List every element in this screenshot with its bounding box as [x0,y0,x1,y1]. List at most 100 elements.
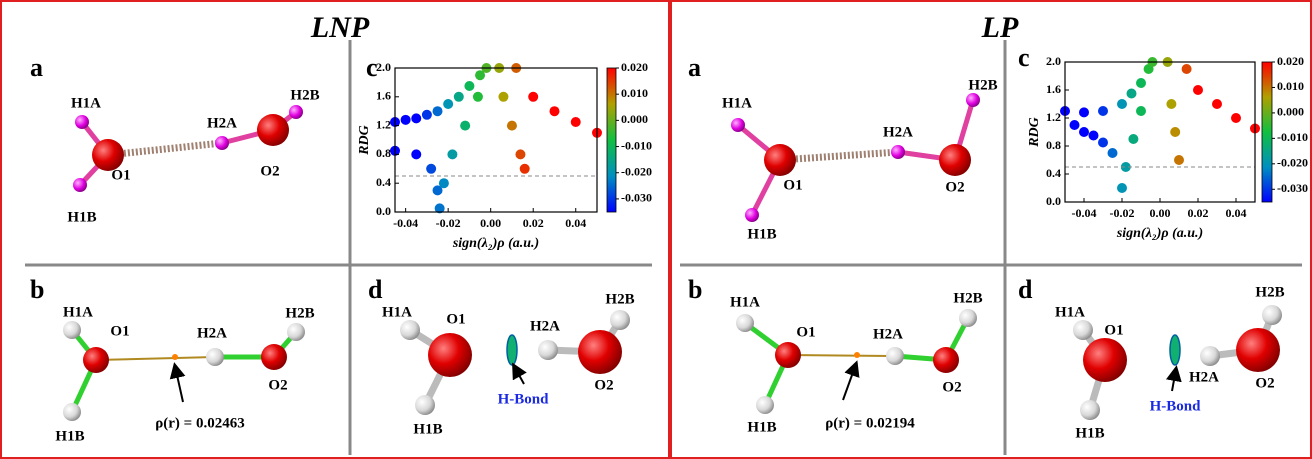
y-tick-label: 1.6 [376,89,391,103]
point [1193,85,1203,95]
colorbar-tick-label: 0.020 [1277,54,1304,68]
point [1136,106,1146,116]
point [1098,106,1108,116]
figure: LNPaH1AO1H1BH2AO2H2BbH1AO1H1BH2AO2H2Bρ(r… [0,0,1312,459]
annotation: H-Bond [1150,398,1202,414]
point [1174,155,1184,165]
atom-label: H2A [530,318,560,334]
oxygen-atom [939,144,971,176]
arrow [843,364,856,400]
x-tick-label: 0.02 [1188,206,1209,220]
point [1136,78,1146,88]
h-bond [780,152,898,160]
atom-label: H1B [413,421,442,437]
atom-label: O1 [111,167,130,183]
oxygen-atom [428,333,472,377]
point [433,106,443,116]
hydrogen-atom [886,347,904,365]
x-tick-label: -0.02 [1110,206,1135,220]
point [549,106,559,116]
point [528,92,538,102]
hydrogen-atom [215,136,229,150]
point [1117,99,1127,109]
hydrogen-atom [1262,305,1282,325]
y-tick-label: 0.4 [376,175,391,189]
atom-label: O2 [594,377,613,393]
atom-label: H2A [883,124,913,140]
y-tick-label: 2.0 [376,60,391,74]
hydrogen-atom [1073,320,1093,340]
panel-letter: d [1018,275,1033,304]
atom-label: H1A [722,95,752,111]
atom-label: O1 [796,324,815,340]
point [515,149,525,159]
y-tick-label: 0.8 [1046,138,1061,152]
x-tick-label: -0.04 [393,216,418,230]
point [1079,127,1089,137]
point [460,121,470,131]
point [507,121,517,131]
x-tick-label: 0.04 [565,216,586,230]
colorbar-tick-label: -0.020 [621,164,652,178]
hydrogen-atom [415,395,435,415]
point [1117,183,1127,193]
atom-label: H1B [55,428,84,444]
colorbar-tick-label: 0.000 [1277,105,1304,119]
panel-letter: a [30,53,43,82]
point [1170,127,1180,137]
atom-label: H2B [968,77,997,93]
point [1108,148,1118,158]
y-tick-label: 1.2 [1046,110,1061,124]
panel-letter: c [1018,43,1030,72]
atom-label: H2B [953,290,982,306]
oxygen-atom [1083,338,1127,382]
oxygen-atom [261,344,287,370]
atom-label: O2 [1255,375,1274,391]
colorbar-tick-label: -0.010 [621,138,652,152]
point [464,81,474,91]
hydrogen-atom [538,340,558,360]
atom-label: H1A [63,304,93,320]
atom-label: H2B [605,291,634,307]
point [411,113,421,123]
oxygen-atom [257,114,289,146]
annotation: ρ(r) = 0.02194 [825,415,915,431]
bond-path [96,357,215,360]
point [473,92,483,102]
y-tick-label: 0.0 [376,204,391,218]
atom-label: H2B [285,305,314,321]
oxygen-atom [1236,328,1280,372]
bond-path [788,355,895,356]
hydrogen-atom [731,118,745,132]
colorbar-tick-label: 0.010 [1277,79,1304,93]
colorbar [1262,62,1272,202]
hydrogen-atom [63,403,81,421]
colorbar-tick-label: -0.020 [1277,156,1308,170]
colorbar [607,68,616,212]
colorbar-tick-label: 0.020 [621,60,648,74]
atom-label: H2B [1255,284,1284,300]
x-tick-label: 0.00 [1150,206,1171,220]
oxygen-atom [775,342,801,368]
point [1128,134,1138,144]
y-tick-label: 1.2 [376,117,391,131]
oxygen-atom [92,139,124,171]
x-tick-label: -0.02 [436,216,461,230]
point [1089,131,1099,141]
y-tick-label: 0.0 [1046,194,1061,208]
atom-label: H2A [207,115,237,131]
colorbar-tick-label: -0.030 [1277,181,1308,195]
plot-frame [395,68,597,212]
hydrogen-atom [891,145,905,159]
atom-label: H1B [747,419,776,435]
y-tick-label: 0.8 [376,146,391,160]
atom-label: H2A [197,325,227,341]
atom-label: O2 [942,379,961,395]
colorbar-tick-label: -0.030 [621,191,652,205]
panel-letter: b [30,275,44,304]
atom-label: O1 [446,311,465,327]
atom-label: H2B [290,87,319,103]
critical-point [172,354,178,360]
hydrogen-atom [206,348,224,366]
hydrogen-atom [63,321,81,339]
